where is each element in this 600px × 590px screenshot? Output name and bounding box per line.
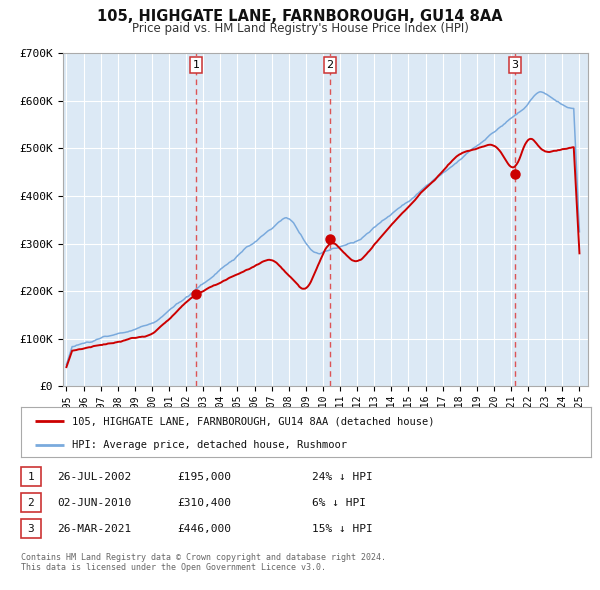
Text: 26-JUL-2002: 26-JUL-2002: [57, 472, 131, 481]
Text: 26-MAR-2021: 26-MAR-2021: [57, 524, 131, 533]
Text: 6% ↓ HPI: 6% ↓ HPI: [312, 498, 366, 507]
Text: 105, HIGHGATE LANE, FARNBOROUGH, GU14 8AA (detached house): 105, HIGHGATE LANE, FARNBOROUGH, GU14 8A…: [73, 416, 435, 426]
Text: £310,400: £310,400: [177, 498, 231, 507]
Text: 02-JUN-2010: 02-JUN-2010: [57, 498, 131, 507]
Text: 2: 2: [28, 498, 34, 507]
Text: 105, HIGHGATE LANE, FARNBOROUGH, GU14 8AA: 105, HIGHGATE LANE, FARNBOROUGH, GU14 8A…: [97, 9, 503, 24]
Text: Contains HM Land Registry data © Crown copyright and database right 2024.: Contains HM Land Registry data © Crown c…: [21, 553, 386, 562]
Text: 3: 3: [28, 524, 34, 533]
Text: This data is licensed under the Open Government Licence v3.0.: This data is licensed under the Open Gov…: [21, 563, 326, 572]
Text: HPI: Average price, detached house, Rushmoor: HPI: Average price, detached house, Rush…: [73, 440, 347, 450]
Text: £195,000: £195,000: [177, 472, 231, 481]
Text: 15% ↓ HPI: 15% ↓ HPI: [312, 524, 373, 533]
Text: £446,000: £446,000: [177, 524, 231, 533]
Text: Price paid vs. HM Land Registry's House Price Index (HPI): Price paid vs. HM Land Registry's House …: [131, 22, 469, 35]
Text: 1: 1: [193, 60, 199, 70]
Text: 3: 3: [511, 60, 518, 70]
Text: 24% ↓ HPI: 24% ↓ HPI: [312, 472, 373, 481]
Text: 2: 2: [326, 60, 334, 70]
Text: 1: 1: [28, 472, 34, 481]
